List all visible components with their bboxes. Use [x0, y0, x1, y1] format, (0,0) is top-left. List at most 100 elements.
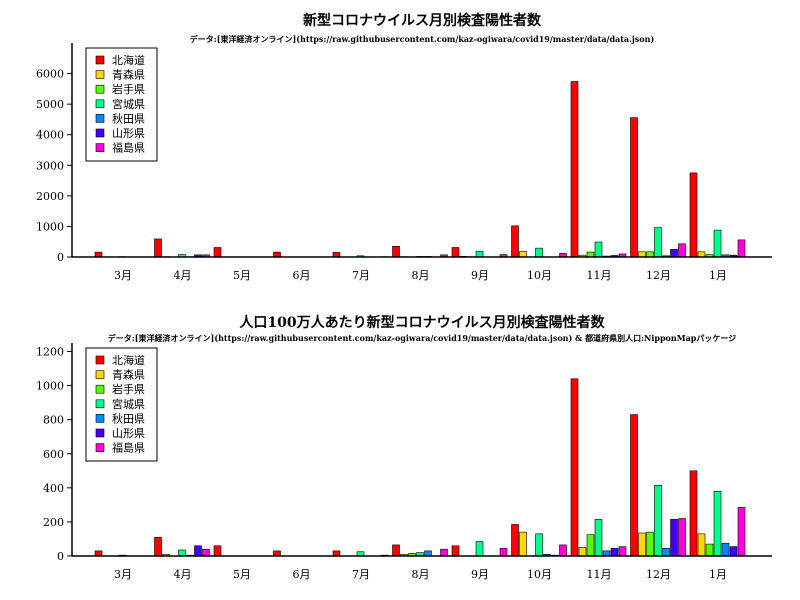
bar-2-s3-c1 — [178, 549, 186, 557]
chart-2-title: 人口100万人あたり新型コロナウイルス月別検査陽性者数 — [239, 314, 605, 331]
bar-2-s4-c9 — [662, 548, 670, 557]
x-tick-label-2-1: 4月 — [174, 568, 192, 581]
bar-2-s6-c8 — [618, 546, 627, 557]
x-tick-label-1-3: 6月 — [293, 269, 311, 282]
bar-2-s1-c9 — [638, 532, 646, 557]
legend-swatch-1-5 — [95, 128, 105, 138]
bar-1-s2-c9 — [646, 251, 654, 258]
legend-swatch-1-4 — [95, 114, 105, 123]
legend-label-1-2: 岩手県 — [112, 82, 145, 96]
bar-2-s6-c5 — [440, 548, 448, 557]
chart-2-bars — [94, 378, 746, 557]
legend-label-1-3: 宮城県 — [112, 97, 145, 111]
bar-2-s0-c7 — [511, 524, 519, 557]
bar-2-s3-c8 — [594, 519, 603, 557]
bar-2-s2-c8 — [586, 534, 595, 557]
bar-2-s5-c1 — [194, 545, 202, 557]
chart-2-subtitle: データ:[東洋経済オンライン](https://raw.githubuserco… — [108, 333, 736, 343]
bar-1-s3-c7 — [535, 247, 543, 258]
x-tick-label-2-5: 8月 — [412, 568, 430, 581]
bar-1-s3-c8 — [594, 241, 603, 258]
chart-1-x-ticks: 3月 4月 5月 6月 7月 8月 9月 10月 11月 12月 1月 — [114, 269, 727, 282]
bar-1-s3-c10 — [713, 229, 722, 258]
bar-2-s3-c9 — [654, 484, 662, 557]
legend-swatch-2-4 — [95, 414, 105, 423]
x-tick-label-2-10: 1月 — [709, 568, 727, 581]
legend-swatch-2-5 — [95, 428, 105, 438]
bar-2-s3-c7 — [535, 533, 543, 557]
x-tick-label-1-8: 11月 — [587, 269, 612, 282]
x-tick-label-1-5: 8月 — [412, 269, 430, 282]
x-tick-label-2-4: 7月 — [352, 568, 370, 581]
bar-1-s0-c1 — [154, 238, 162, 258]
bar-2-s1-c8 — [578, 547, 587, 557]
chart-1-subtitle: データ:[東洋経済オンライン](https://raw.githubuserco… — [190, 34, 655, 44]
bar-2-s6-c6 — [499, 548, 508, 557]
x-tick-label-1-10: 1月 — [709, 269, 727, 282]
bar-2-s4-c5 — [424, 550, 432, 557]
bar-2-s1-c10 — [697, 533, 706, 557]
bar-1-s6-c9 — [678, 243, 686, 258]
legend-swatch-2-3 — [95, 399, 105, 409]
bar-2-s0-c6 — [451, 545, 460, 557]
bar-1-s3-c6 — [475, 250, 484, 258]
legend-swatch-1-3 — [95, 99, 105, 109]
x-tick-label-1-4: 7月 — [352, 269, 370, 282]
bar-2-s5-c8 — [610, 548, 619, 557]
legend-label-2-4: 秋田県 — [112, 411, 145, 425]
chart-panel-2: 人口100万人あたり新型コロナウイルス月別検査陽性者数 データ:[東洋経済オンラ… — [36, 314, 772, 581]
bar-1-s1-c10 — [697, 251, 706, 258]
y-tick-label-2-3: 600 — [43, 448, 64, 461]
bar-1-s0-c8 — [570, 81, 579, 258]
legend-swatch-1-2 — [95, 84, 105, 94]
bar-1-s0-c6 — [451, 247, 460, 258]
bar-2-s6-c7 — [559, 544, 567, 557]
x-tick-label-1-7: 10月 — [527, 269, 552, 282]
bar-2-s0-c10 — [689, 470, 698, 557]
bar-2-s0-c8 — [570, 378, 579, 557]
chart-2-y-ticks: 0 200 400 600 800 1000 1200 — [36, 346, 72, 563]
bar-2-s0-c4 — [332, 550, 341, 557]
y-tick-label-1-5: 5000 — [36, 98, 64, 111]
bar-2-s4-c8 — [602, 550, 611, 557]
y-tick-label-1-6: 6000 — [36, 68, 64, 81]
y-tick-label-1-1: 1000 — [36, 220, 64, 233]
bar-1-s3-c9 — [654, 227, 662, 258]
y-tick-label-2-0: 0 — [57, 550, 64, 563]
x-tick-label-2-0: 3月 — [114, 568, 132, 581]
legend-label-2-2: 岩手県 — [112, 382, 145, 396]
legend-swatch-2-0 — [95, 355, 105, 365]
legend-swatch-1-0 — [95, 55, 105, 65]
legend-swatch-2-2 — [95, 384, 105, 394]
y-tick-label-2-1: 200 — [43, 516, 64, 529]
bar-2-s1-c7 — [519, 531, 527, 557]
x-tick-label-2-9: 12月 — [646, 568, 671, 581]
y-tick-label-1-3: 3000 — [36, 159, 64, 172]
bar-1-s0-c2 — [213, 247, 222, 258]
legend-label-2-0: 北海道 — [112, 353, 145, 367]
legend-swatch-2-6 — [95, 443, 105, 452]
y-tick-label-1-2: 2000 — [36, 190, 64, 203]
bar-2-s3-c6 — [475, 541, 484, 557]
legend-label-2-5: 山形県 — [112, 427, 145, 440]
chart-2-x-ticks: 3月 4月 5月 6月 7月 8月 9月 10月 11月 12月 1月 — [114, 568, 727, 581]
bar-1-s1-c7 — [519, 251, 527, 258]
x-tick-label-2-7: 10月 — [527, 568, 552, 581]
bar-2-s0-c9 — [630, 414, 638, 557]
legend-label-2-6: 福島県 — [112, 441, 145, 455]
bar-1-s0-c9 — [630, 117, 638, 258]
x-tick-label-1-6: 9月 — [471, 269, 489, 282]
bar-2-s5-c9 — [670, 519, 678, 557]
legend-label-2-3: 宮城県 — [112, 397, 145, 411]
bar-2-s0-c1 — [154, 536, 162, 557]
y-tick-label-2-2: 400 — [43, 482, 64, 495]
bar-2-s0-c3 — [273, 550, 281, 557]
y-tick-label-1-0: 0 — [57, 251, 64, 264]
chart-1-bars — [94, 81, 746, 258]
legend-label-1-0: 北海道 — [112, 53, 145, 67]
x-tick-label-2-6: 9月 — [471, 568, 489, 581]
legend-label-1-4: 秋田県 — [112, 111, 145, 125]
